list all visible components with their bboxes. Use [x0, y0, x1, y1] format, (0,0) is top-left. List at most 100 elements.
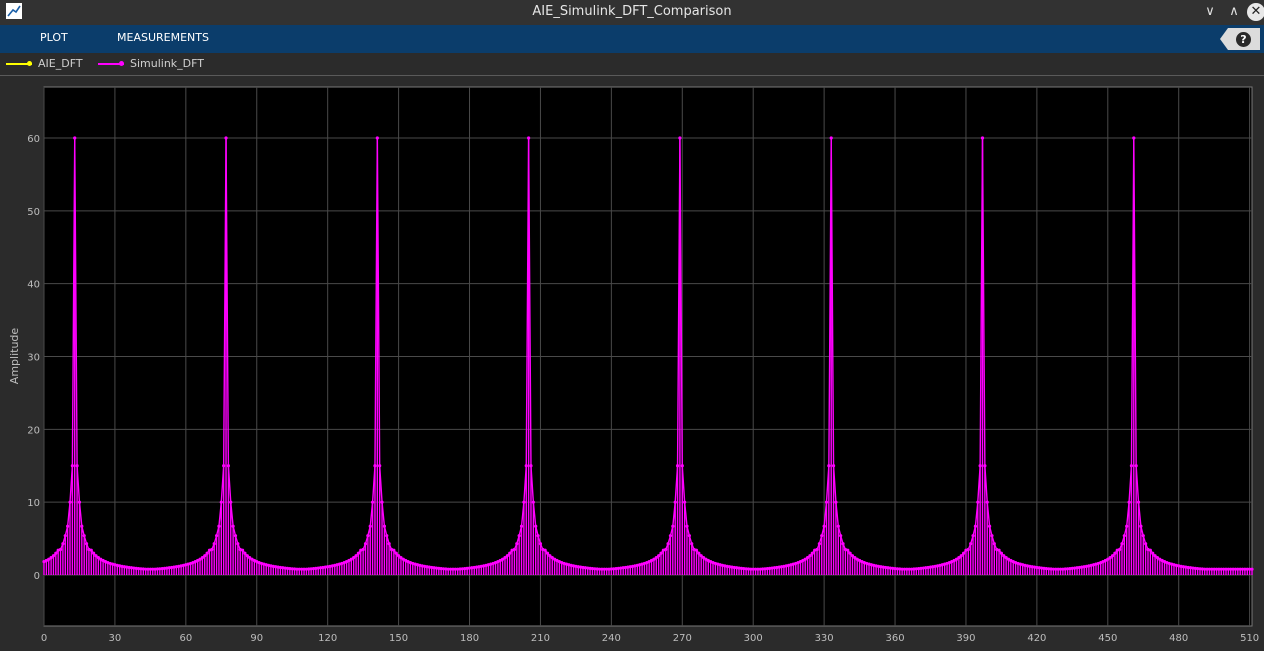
- close-icon[interactable]: ✕: [1247, 3, 1264, 21]
- data-point: [51, 554, 56, 558]
- data-point: [756, 567, 760, 571]
- data-point: [141, 567, 145, 571]
- data-point: [680, 464, 684, 468]
- data-point: [1141, 534, 1145, 538]
- data-point: [666, 542, 670, 546]
- data-point: [314, 566, 318, 570]
- x-tick-label: 360: [885, 633, 904, 644]
- data-point: [999, 551, 1004, 555]
- data-point: [167, 566, 171, 570]
- data-point: [214, 534, 219, 538]
- data-point: [694, 548, 699, 552]
- data-point: [987, 524, 992, 528]
- data-point: [1068, 566, 1072, 571]
- tab-plot[interactable]: PLOT: [40, 31, 68, 44]
- data-point: [80, 524, 84, 528]
- data-point: [1193, 566, 1197, 570]
- data-point: [120, 564, 124, 568]
- data-point: [687, 534, 691, 538]
- data-point: [356, 551, 361, 555]
- legend-bar: AIE_DFT Simulink_DFT: [0, 53, 1264, 76]
- data-point: [1238, 567, 1242, 571]
- data-point: [517, 534, 521, 538]
- data-point: [94, 554, 98, 558]
- data-point: [155, 567, 160, 571]
- data-point: [370, 500, 375, 504]
- data-point: [739, 566, 743, 570]
- data-point: [515, 542, 519, 546]
- data-point: [954, 557, 959, 561]
- x-tick-label: 420: [1027, 633, 1046, 644]
- data-point: [1177, 564, 1181, 568]
- data-point: [827, 464, 831, 468]
- data-point: [654, 556, 658, 560]
- data-point: [898, 567, 902, 571]
- data-point: [583, 566, 587, 570]
- data-point: [961, 551, 966, 555]
- data-point: [957, 556, 961, 560]
- data-point: [751, 567, 755, 571]
- data-point: [588, 566, 592, 570]
- data-point: [1044, 566, 1048, 571]
- x-tick-label: 150: [389, 633, 408, 644]
- legend-line-aie-dft: [6, 63, 32, 65]
- y-tick-label: 40: [27, 280, 40, 291]
- data-point: [652, 557, 656, 561]
- data-point: [966, 547, 970, 552]
- plot-area[interactable]: 0 30 60 90 120 150 180 210 240 270 300 330 360 390 420…: [0, 76, 1264, 651]
- data-point: [893, 566, 897, 571]
- data-point: [508, 551, 512, 555]
- data-point: [401, 557, 405, 561]
- data-point: [300, 567, 304, 571]
- data-point: [839, 534, 843, 538]
- data-point: [933, 564, 937, 568]
- help-button[interactable]: ?: [1220, 28, 1260, 50]
- data-point: [1179, 564, 1183, 568]
- data-point: [304, 567, 309, 571]
- data-point: [449, 567, 453, 571]
- chevron-down-icon[interactable]: ∨: [1205, 4, 1215, 19]
- data-point: [1148, 548, 1152, 552]
- x-tick-label: 300: [744, 633, 763, 644]
- data-point: [978, 464, 982, 468]
- x-tick-label: 120: [318, 633, 337, 644]
- ribbon-tabs: PLOT MEASUREMENTS ?: [0, 25, 1264, 53]
- data-point: [1080, 565, 1084, 569]
- data-point: [1217, 567, 1221, 571]
- data-point: [534, 524, 538, 528]
- data-point: [84, 542, 89, 546]
- data-point: [1188, 566, 1193, 570]
- data-point: [1129, 464, 1134, 468]
- data-point: [127, 565, 131, 570]
- data-point: [274, 565, 278, 569]
- data-point: [1139, 524, 1143, 528]
- data-point: [505, 554, 509, 558]
- data-point: [1084, 564, 1089, 568]
- x-tick-label: 330: [815, 633, 834, 644]
- data-point: [248, 556, 252, 560]
- data-point: [810, 551, 814, 555]
- data-point: [453, 567, 457, 571]
- data-point: [841, 542, 845, 546]
- data-point: [368, 524, 372, 528]
- data-point: [1153, 554, 1157, 558]
- data-point: [1035, 565, 1039, 570]
- tab-measurements[interactable]: MEASUREMENTS: [117, 31, 209, 44]
- data-point: [1233, 567, 1238, 571]
- data-point: [196, 558, 200, 563]
- chevron-up-icon[interactable]: ∧: [1229, 4, 1239, 19]
- data-point: [1184, 565, 1188, 569]
- data-point: [290, 567, 294, 571]
- data-point: [522, 500, 526, 504]
- data-point: [200, 556, 204, 560]
- data-point: [768, 566, 772, 570]
- x-tick-label: 390: [956, 633, 975, 644]
- data-point: [1063, 567, 1067, 571]
- data-point: [612, 567, 616, 571]
- data-point: [170, 565, 174, 570]
- data-point: [959, 554, 963, 558]
- x-tick-label: 510: [1240, 633, 1259, 644]
- data-point: [1118, 547, 1122, 552]
- data-point: [1030, 565, 1034, 569]
- data-point: [805, 556, 810, 560]
